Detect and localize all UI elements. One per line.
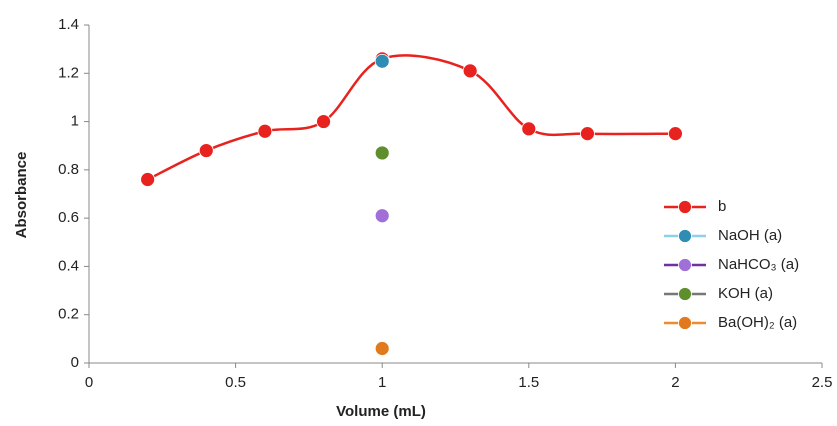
y-axis-title: Absorbance — [13, 152, 30, 239]
data-point — [668, 126, 683, 142]
data-point — [316, 114, 331, 129]
data-point — [374, 341, 390, 356]
legend-label: NaHCO₃ (a) — [718, 256, 799, 273]
series-line — [147, 54, 676, 181]
legend-label: Ba(OH)₂ (a) — [718, 314, 797, 331]
y-tick-label: 1 — [71, 113, 79, 130]
legend-marker — [678, 258, 692, 272]
x-tick-label: 1.5 — [518, 374, 539, 391]
data-point — [374, 145, 390, 161]
legend-label: KOH (a) — [718, 285, 773, 302]
legend: b NaOH (a) NaHCO₃ (a) KOH (a) Ba(OH)₂ (a) — [664, 198, 799, 331]
x-tick-label: 2 — [671, 374, 679, 391]
y-tick-label: 0.6 — [58, 209, 79, 226]
legend-marker — [678, 287, 692, 301]
y-tick-label: 0 — [71, 354, 79, 371]
x-tick-label: 0.5 — [225, 374, 246, 391]
data-point — [521, 121, 537, 137]
data-point — [140, 172, 156, 187]
data-point — [462, 63, 478, 79]
legend-marker — [678, 229, 692, 243]
y-tick-label: 0.4 — [58, 257, 79, 274]
data-point — [374, 53, 390, 69]
x-axis-title: Volume (mL) — [336, 403, 426, 420]
data-point — [198, 143, 214, 158]
y-tick-label: 1.4 — [58, 16, 79, 33]
legend-marker — [678, 200, 692, 214]
data-point — [374, 208, 390, 224]
x-tick-label: 2.5 — [812, 374, 833, 391]
legend-label: NaOH (a) — [718, 227, 782, 244]
y-tick-label: 0.2 — [58, 306, 79, 323]
y-tick-label: 1.2 — [58, 64, 79, 81]
x-tick-label: 0 — [85, 374, 93, 391]
data-point — [580, 126, 595, 142]
legend-marker — [678, 316, 692, 330]
legend-label: b — [718, 198, 726, 215]
x-tick-label: 1 — [378, 374, 386, 391]
data-point — [257, 123, 273, 139]
y-tick-label: 0.8 — [58, 161, 79, 178]
